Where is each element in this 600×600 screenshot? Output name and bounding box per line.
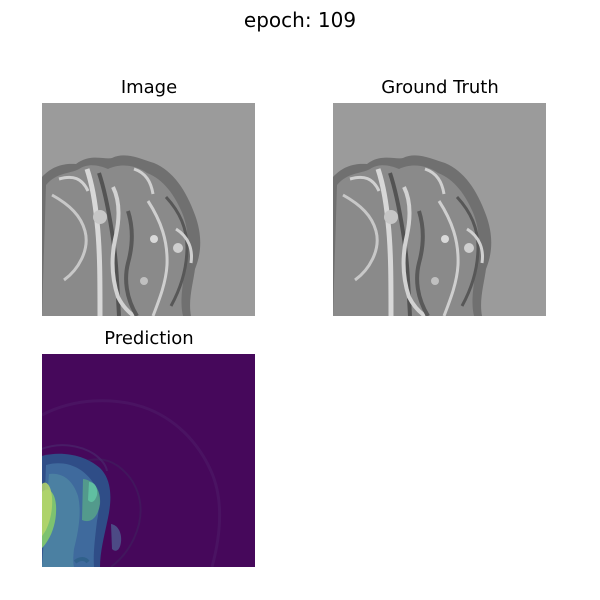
prediction-heatmap-icon bbox=[42, 354, 255, 567]
image-panel-title: Image bbox=[120, 77, 178, 98]
prediction-panel-title: Prediction bbox=[104, 328, 194, 349]
ground-truth-panel bbox=[333, 103, 546, 316]
figure-title: epoch: 109 bbox=[243, 8, 357, 32]
brain-mri-grayscale-icon bbox=[333, 103, 546, 316]
image-panel bbox=[42, 103, 255, 316]
brain-mri-grayscale-icon bbox=[42, 103, 255, 316]
prediction-panel bbox=[42, 354, 255, 567]
ground-truth-panel-title: Ground Truth bbox=[381, 77, 499, 98]
